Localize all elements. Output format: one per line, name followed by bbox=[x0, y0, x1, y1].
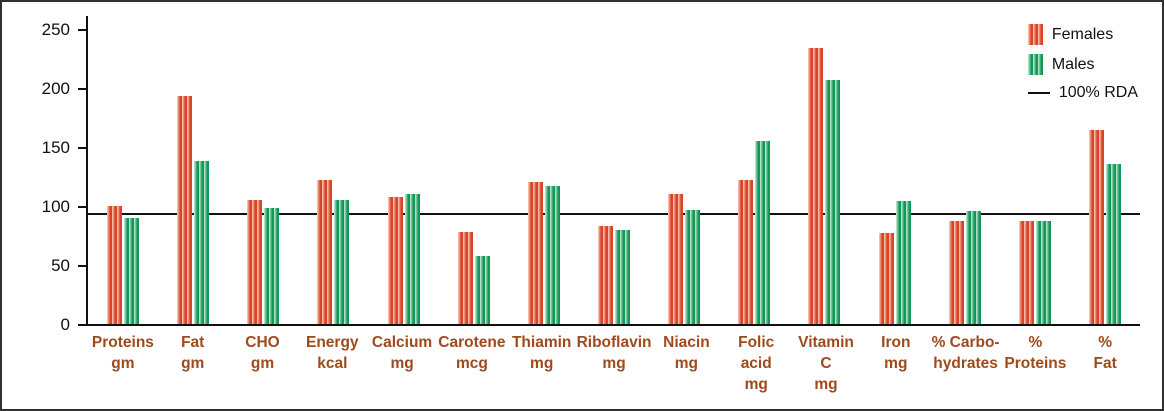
females-bar bbox=[387, 196, 403, 324]
x-axis-label: Energy kcal bbox=[306, 334, 359, 372]
males-bar bbox=[685, 209, 701, 324]
females-bar bbox=[878, 233, 894, 324]
females-bar bbox=[738, 180, 754, 324]
males-bar bbox=[124, 217, 140, 324]
females-bar bbox=[1018, 221, 1034, 324]
males-bar bbox=[404, 194, 420, 324]
y-tick-mark bbox=[78, 147, 86, 149]
females-bar bbox=[948, 221, 964, 324]
y-tick-label: 100 bbox=[41, 197, 70, 216]
bar-group bbox=[649, 194, 719, 324]
x-axis-label: % Carbo-hydrates bbox=[931, 334, 1000, 372]
x-axis-label: Iron mg bbox=[881, 334, 911, 372]
y-tick-mark bbox=[78, 88, 86, 90]
x-axis-label: Niacin mg bbox=[663, 334, 710, 372]
bar-group bbox=[789, 47, 859, 324]
x-axis-label: Fat gm bbox=[181, 334, 205, 372]
males-legend-label: Males bbox=[1051, 55, 1095, 73]
x-axis-label: Carotene mcg bbox=[438, 334, 506, 372]
females-bar bbox=[317, 180, 333, 324]
bar-group bbox=[930, 210, 1000, 324]
x-axis-label: Calcium mg bbox=[371, 334, 433, 372]
females-bar bbox=[598, 226, 614, 324]
bar-group bbox=[228, 200, 298, 324]
chart-body: 0 50 100 150 200 250 Females Males 100% RDA bbox=[2, 16, 1140, 333]
males-bar bbox=[474, 255, 490, 324]
x-axis-label: CHO gm bbox=[245, 334, 280, 372]
males-bar bbox=[615, 229, 631, 324]
males-bar bbox=[825, 79, 841, 324]
y-tick-mark bbox=[78, 29, 86, 31]
males-legend-swatch bbox=[1027, 54, 1043, 75]
females-bar bbox=[668, 194, 684, 324]
females-legend-swatch bbox=[1027, 24, 1043, 45]
y-tick-label: 150 bbox=[41, 138, 70, 157]
females-bar bbox=[177, 96, 193, 324]
females-bar bbox=[107, 206, 123, 324]
x-axis-label: Proteins gm bbox=[91, 334, 154, 372]
y-tick-label: 50 bbox=[51, 256, 70, 275]
females-bar bbox=[247, 200, 263, 324]
rda-line-legend-swatch bbox=[1027, 92, 1050, 94]
legend-item-rda: 100% RDA bbox=[1027, 84, 1138, 102]
bar-group bbox=[158, 96, 228, 324]
males-bar bbox=[544, 185, 560, 324]
legend-item-females: Females bbox=[1027, 24, 1138, 45]
bar-group bbox=[579, 226, 649, 324]
rda-reference-line bbox=[88, 213, 1140, 216]
females-bar bbox=[527, 182, 543, 324]
x-axis-label: % Proteins bbox=[1004, 334, 1067, 372]
bar-group bbox=[719, 141, 789, 324]
males-bar bbox=[334, 200, 350, 324]
males-bar bbox=[1106, 163, 1122, 324]
y-tick-label: 200 bbox=[41, 79, 70, 98]
bar-group bbox=[509, 182, 579, 324]
x-axis-label: Riboflavin mg bbox=[576, 334, 652, 372]
females-bar bbox=[1089, 130, 1105, 324]
x-axis-label: Thiamin mg bbox=[511, 334, 572, 372]
x-axis-label: % Fat bbox=[1093, 334, 1117, 372]
bar-group bbox=[860, 201, 930, 324]
x-axis-label: Folic acid mg bbox=[738, 334, 775, 393]
bar-groups bbox=[88, 16, 1140, 324]
males-bar bbox=[264, 208, 280, 324]
y-tick-mark bbox=[78, 265, 86, 267]
males-bar bbox=[194, 161, 210, 324]
females-bar bbox=[808, 47, 824, 324]
y-tick-mark bbox=[78, 324, 86, 326]
rda-legend-label: 100% RDA bbox=[1058, 84, 1138, 101]
bar-group bbox=[298, 180, 368, 324]
legend-item-males: Males bbox=[1027, 54, 1138, 75]
males-bar bbox=[1035, 221, 1051, 324]
legend: Females Males 100% RDA bbox=[1027, 24, 1138, 102]
y-tick-label: 0 bbox=[60, 315, 70, 334]
females-bar bbox=[457, 231, 473, 324]
y-tick-mark bbox=[78, 206, 86, 208]
bar-group bbox=[1070, 130, 1140, 324]
y-axis: 0 50 100 150 200 250 bbox=[2, 16, 86, 333]
y-tick-label: 250 bbox=[41, 20, 70, 39]
bar-group bbox=[88, 206, 158, 324]
males-bar bbox=[755, 141, 771, 324]
males-bar bbox=[965, 210, 981, 324]
bar-group bbox=[1000, 221, 1070, 324]
plot-area: Females Males 100% RDA bbox=[86, 16, 1140, 326]
bar-group bbox=[439, 231, 509, 324]
bar-group bbox=[369, 194, 439, 324]
x-axis-labels: Proteins gm Fat gm CHO gm Energy kcal Calcium mg C… bbox=[88, 333, 1140, 396]
females-legend-label: Females bbox=[1051, 25, 1114, 43]
males-bar bbox=[895, 201, 911, 324]
